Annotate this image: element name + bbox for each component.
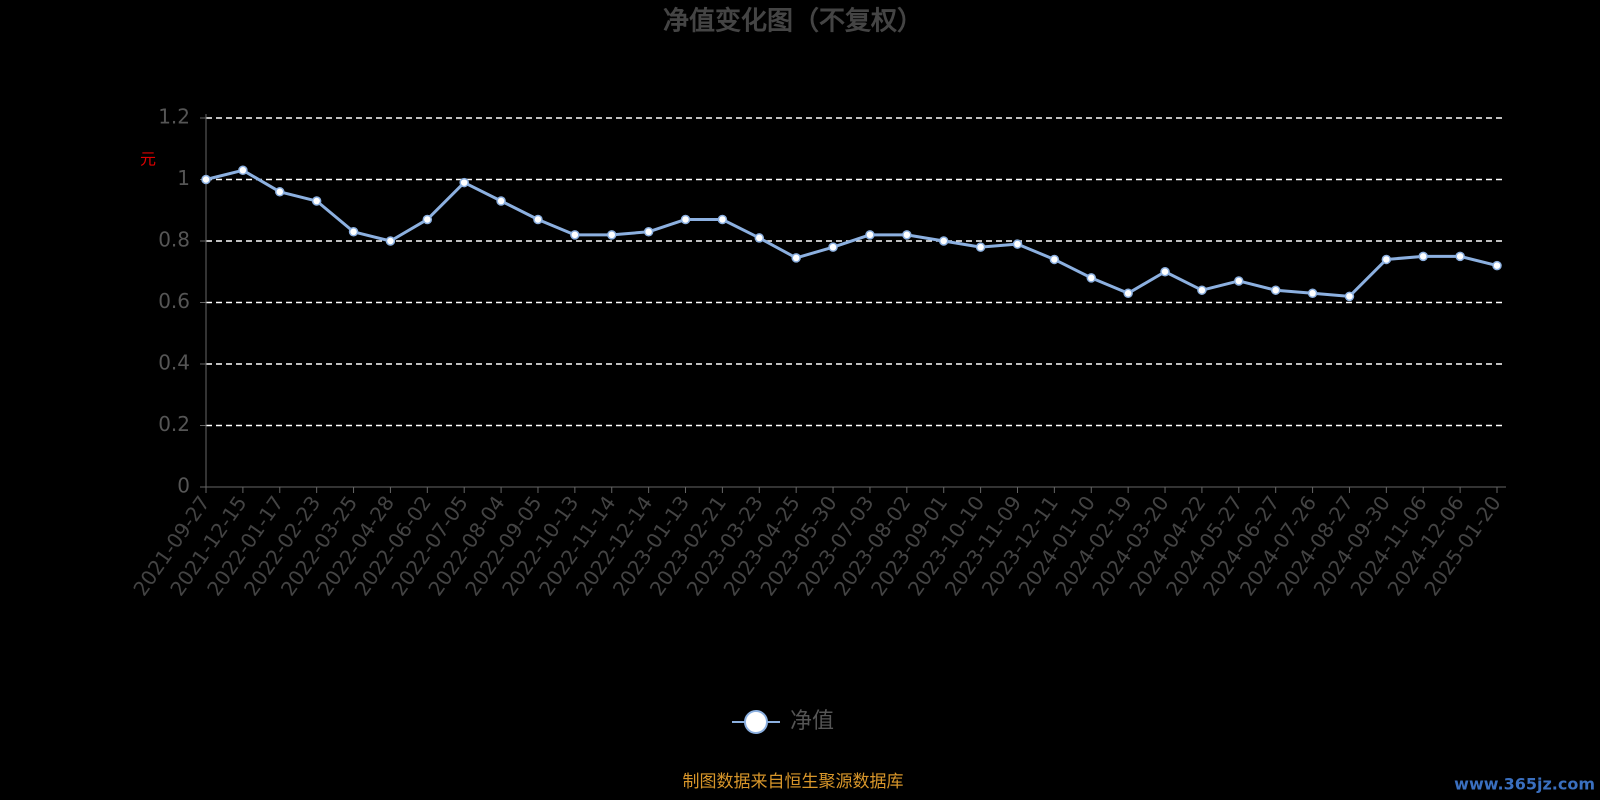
data-point xyxy=(311,196,322,206)
data-point xyxy=(1086,273,1097,283)
data-point xyxy=(717,214,728,225)
data-point xyxy=(1492,260,1502,271)
data-point xyxy=(496,196,506,206)
data-point xyxy=(1123,288,1133,299)
data-point xyxy=(754,233,765,243)
series-line xyxy=(205,168,1498,298)
data-point xyxy=(680,214,691,225)
y-tick-label: 0.8 xyxy=(158,228,190,252)
watermark: www.365jz.com xyxy=(1454,775,1595,794)
data-point xyxy=(643,227,654,237)
data-point xyxy=(1455,251,1465,262)
data-point xyxy=(459,177,469,188)
data-point xyxy=(902,230,912,240)
y-tick-label: 1 xyxy=(177,166,190,190)
y-tick-label: 1.2 xyxy=(158,105,190,129)
data-point xyxy=(791,253,801,263)
legend-marker xyxy=(744,710,768,734)
data-point xyxy=(1381,254,1392,265)
y-tick-label: 0.6 xyxy=(158,289,190,313)
data-point xyxy=(1270,285,1281,295)
data-point xyxy=(865,230,875,240)
legend-label: 净值 xyxy=(790,709,834,734)
data-point xyxy=(1344,291,1355,302)
data-point xyxy=(1234,276,1244,286)
source-note: 制图数据来自恒生聚源数据库 xyxy=(683,772,904,792)
data-point xyxy=(1418,251,1428,262)
data-point xyxy=(1197,285,1207,295)
data-point xyxy=(606,230,617,240)
y-tick-label: 0 xyxy=(177,474,190,498)
data-point xyxy=(1160,267,1170,277)
data-point xyxy=(238,165,248,176)
data-point xyxy=(385,236,396,246)
data-point xyxy=(533,214,543,225)
data-point xyxy=(348,227,359,237)
data-point xyxy=(1012,239,1023,249)
y-tick-label: 0.2 xyxy=(158,412,190,436)
chart-title: 净值变化图（不复权） xyxy=(663,6,923,37)
y-tick-label: 0.4 xyxy=(158,351,190,375)
data-point xyxy=(1307,288,1318,299)
data-point xyxy=(975,242,986,252)
data-point xyxy=(828,242,838,252)
data-point xyxy=(570,230,580,240)
data-point xyxy=(938,236,949,246)
data-point xyxy=(201,174,211,185)
data-point xyxy=(275,187,285,197)
data-point xyxy=(422,214,433,225)
data-point xyxy=(1049,254,1060,265)
y-axis-label: 元 xyxy=(140,150,156,169)
